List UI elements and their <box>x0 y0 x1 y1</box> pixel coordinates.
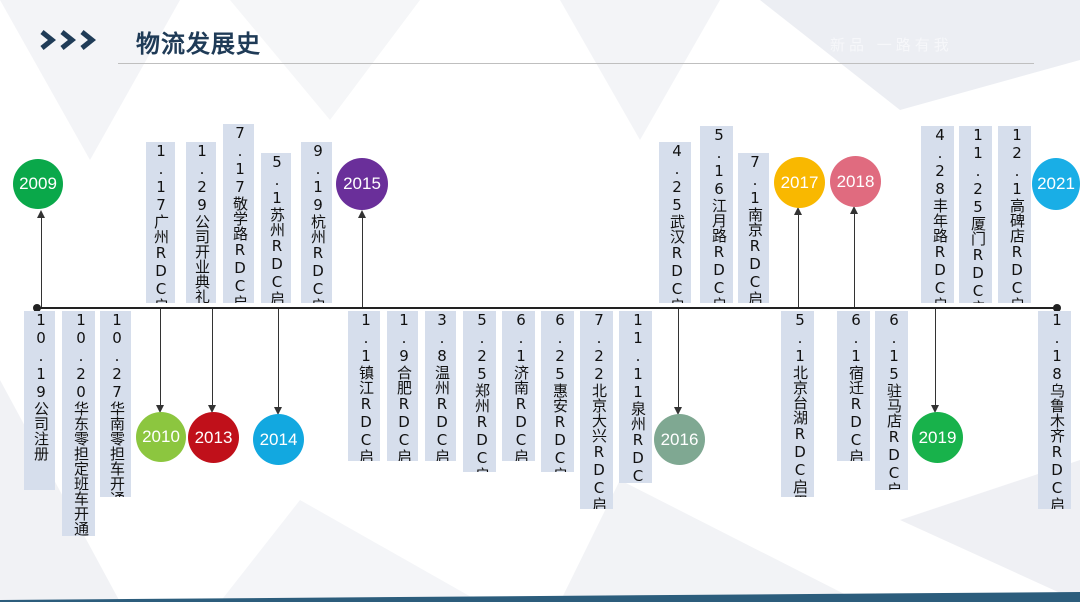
year-badge-2013: 2013 <box>188 412 239 463</box>
connector-2010 <box>160 309 161 411</box>
event-label: 6.25惠安RDC启用 <box>541 311 574 472</box>
connector-2017 <box>798 213 799 307</box>
arrow-2016-icon <box>674 407 682 415</box>
event-label: 1.9合肥RDC启用 <box>387 311 418 461</box>
title-divider <box>118 63 1034 64</box>
connector-2016 <box>678 309 679 413</box>
event-label: 5.25郑州RDC启动 <box>463 311 496 472</box>
event-label: 10.20华东零担定班车开通 <box>62 311 95 536</box>
connector-2013 <box>212 309 213 411</box>
year-badge-2016: 2016 <box>654 414 705 465</box>
event-label: 10.19公司注册 <box>24 311 55 490</box>
arrow-2017-icon <box>794 207 802 215</box>
year-badge-2017: 2017 <box>774 157 825 208</box>
chevron-arrows-icon <box>40 30 97 50</box>
arrow-2014-icon <box>274 407 282 415</box>
event-label: 7.1南京RDC启用 <box>738 153 769 303</box>
connector-2019 <box>935 309 936 411</box>
page-title: 物流发展史 <box>136 30 261 58</box>
event-label: 1.1镇江RDC启用 <box>348 311 380 461</box>
connector-2018 <box>854 212 855 307</box>
event-label: 5.1北京台湖RDC启用 <box>781 311 814 497</box>
connector-2009 <box>41 216 42 307</box>
event-label: 10.27华南零担车开通 <box>100 311 131 497</box>
event-label: 1.29公司开业典礼 <box>186 142 216 303</box>
event-label: 11.11泉州RDC启用 <box>619 311 652 483</box>
arrow-2009-icon <box>37 210 45 218</box>
event-label: 5.16江月路RDC启用 <box>700 126 733 303</box>
event-label: 1.17广州RDC启用 <box>146 142 175 303</box>
year-badge-2010: 2010 <box>136 412 186 462</box>
event-label: 12.1高碑店RDC启用 <box>998 126 1031 303</box>
axis-end-dot <box>1053 304 1061 312</box>
event-label: 9.19杭州RDC启用 <box>301 142 332 303</box>
event-label: 5.1苏州RDC启用 <box>261 153 291 303</box>
year-badge-2009: 2009 <box>13 159 63 209</box>
year-badge-2018: 2018 <box>830 156 881 207</box>
axis-start-dot <box>33 304 41 312</box>
event-label: 6.1济南RDC启用 <box>502 311 535 461</box>
year-badge-2015: 2015 <box>336 158 388 210</box>
event-label: 6.1宿迁RDC启用 <box>837 311 870 461</box>
connector-2015 <box>362 216 363 307</box>
arrow-2010-icon <box>156 405 164 413</box>
event-label: 7.22北京大兴RDC启用 <box>580 311 613 509</box>
year-badge-2019: 2019 <box>912 412 963 463</box>
arrow-2018-icon <box>850 206 858 214</box>
event-label: 4.25武汉RDC启用 <box>659 142 691 303</box>
arrow-2013-icon <box>208 405 216 413</box>
event-label: 11.25厦门RDC启用 <box>959 126 992 303</box>
event-label: 4.28丰年路RDC启用 <box>921 126 954 303</box>
year-badge-2021: 2021 <box>1032 158 1080 210</box>
event-label: 1.18乌鲁木齐RDC启用 <box>1038 311 1071 509</box>
timeline-axis <box>36 307 1058 309</box>
arrow-2019-icon <box>931 405 939 413</box>
event-label: 3.8温州RDC启用 <box>425 311 456 461</box>
arrow-2015-icon <box>358 210 366 218</box>
event-label: 6.15驻马店RDC启用 <box>875 311 908 490</box>
year-badge-2014: 2014 <box>253 414 304 465</box>
event-label: 7.17敬学路RDC启用 <box>223 124 254 303</box>
connector-2014 <box>278 309 279 413</box>
watermark-text: 新品 一路有我 <box>830 36 953 54</box>
